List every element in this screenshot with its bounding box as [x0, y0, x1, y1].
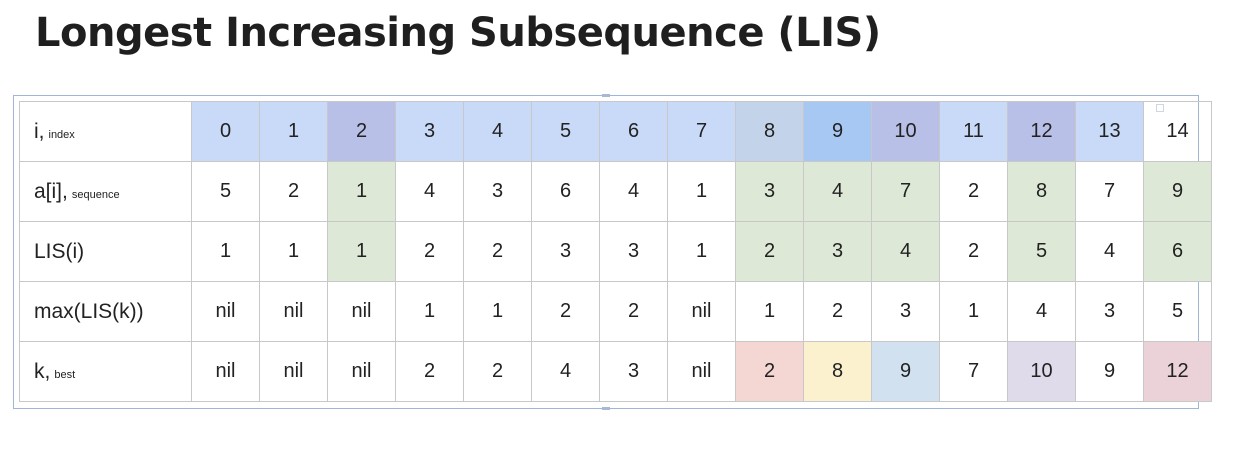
row-label-sequence: a[i], sequence: [19, 161, 192, 222]
best-cell: nil: [667, 341, 736, 402]
best-cell: 8: [803, 341, 872, 402]
maxlis-cell: 2: [531, 281, 600, 342]
index-cell: 4: [463, 101, 532, 162]
sequence-cell: 4: [803, 161, 872, 222]
sequence-cell: 7: [1075, 161, 1144, 222]
row-label-sub: best: [54, 368, 76, 381]
index-cell: 10: [871, 101, 940, 162]
maxlis-cell: 1: [395, 281, 464, 342]
maxlis-cell: 4: [1007, 281, 1076, 342]
index-cell: 13: [1075, 101, 1144, 162]
lis-cell: 1: [667, 221, 736, 282]
sequence-cell: 1: [667, 161, 736, 222]
resize-handle-bottom[interactable]: [602, 407, 610, 410]
table-row: a[i], sequence 5 2 1 4 3 6 4 1 3 4 7 2 8 …: [19, 161, 1212, 222]
maxlis-cell: nil: [327, 281, 396, 342]
best-cell: 2: [463, 341, 532, 402]
best-cell: 2: [395, 341, 464, 402]
row-label-lis: LIS(i): [19, 221, 192, 282]
best-cell: 10: [1007, 341, 1076, 402]
maxlis-cell: 3: [1075, 281, 1144, 342]
lis-cell: 3: [599, 221, 668, 282]
best-cell: nil: [327, 341, 396, 402]
maxlis-cell: 2: [803, 281, 872, 342]
lis-cell: 2: [395, 221, 464, 282]
lis-cell: 3: [803, 221, 872, 282]
sequence-cell: 6: [531, 161, 600, 222]
index-cell: 3: [395, 101, 464, 162]
lis-cell: 2: [463, 221, 532, 282]
table-row: LIS(i) 1 1 1 2 2 3 3 1 2 3 4 2 5 4 6: [19, 221, 1212, 282]
index-cell: 2: [327, 101, 396, 162]
maxlis-cell: nil: [667, 281, 736, 342]
row-label-text: k,: [34, 359, 51, 383]
sequence-cell: 3: [463, 161, 532, 222]
table-row: i, index 0 1 2 3 4 5 6 7 8 9 10 11 12 13 …: [19, 101, 1212, 162]
maxlis-cell: 1: [735, 281, 804, 342]
lis-cell: 2: [939, 221, 1008, 282]
row-label-text: a[i],: [34, 179, 68, 203]
sequence-cell: 2: [259, 161, 328, 222]
index-cell: 12: [1007, 101, 1076, 162]
sequence-cell: 3: [735, 161, 804, 222]
best-cell: 2: [735, 341, 804, 402]
table-row: k, best nil nil nil 2 2 4 3 nil 2 8 9 7 1…: [19, 341, 1212, 402]
sequence-cell: 8: [1007, 161, 1076, 222]
best-cell: nil: [191, 341, 260, 402]
sequence-cell: 2: [939, 161, 1008, 222]
best-cell: 3: [599, 341, 668, 402]
row-label-index: i, index: [19, 101, 192, 162]
lis-cell: 1: [327, 221, 396, 282]
index-cell: 6: [599, 101, 668, 162]
lis-table: i, index 0 1 2 3 4 5 6 7 8 9 10 11 12 13 …: [19, 101, 1212, 402]
best-cell: 7: [939, 341, 1008, 402]
index-cell: 1: [259, 101, 328, 162]
lis-cell: 3: [531, 221, 600, 282]
maxlis-cell: 2: [599, 281, 668, 342]
lis-cell: 2: [735, 221, 804, 282]
lis-cell: 4: [1075, 221, 1144, 282]
row-label-text: i,: [34, 119, 45, 143]
best-cell: 12: [1143, 341, 1212, 402]
sequence-cell: 7: [871, 161, 940, 222]
best-cell: 9: [1075, 341, 1144, 402]
row-label-sub: sequence: [71, 188, 120, 201]
row-label-sub: index: [48, 128, 75, 141]
row-label-text: max(LIS(k)): [34, 299, 144, 323]
maxlis-cell: 3: [871, 281, 940, 342]
best-cell: 4: [531, 341, 600, 402]
best-cell: 9: [871, 341, 940, 402]
maxlis-cell: nil: [259, 281, 328, 342]
table-row: max(LIS(k)) nil nil nil 1 1 2 2 nil 1 2 …: [19, 281, 1212, 342]
maxlis-cell: 1: [463, 281, 532, 342]
index-cell: 5: [531, 101, 600, 162]
page-title: Longest Increasing Subsequence (LIS): [35, 10, 881, 56]
lis-cell: 5: [1007, 221, 1076, 282]
resize-handle-top[interactable]: [602, 94, 610, 97]
sequence-cell: 5: [191, 161, 260, 222]
index-cell: 14: [1143, 101, 1212, 162]
sequence-cell: 9: [1143, 161, 1212, 222]
sequence-cell: 4: [599, 161, 668, 222]
index-cell: 0: [191, 101, 260, 162]
maxlis-cell: 5: [1143, 281, 1212, 342]
index-cell: 8: [735, 101, 804, 162]
index-cell: 7: [667, 101, 736, 162]
maxlis-cell: 1: [939, 281, 1008, 342]
lis-cell: 1: [259, 221, 328, 282]
best-cell: nil: [259, 341, 328, 402]
row-label-text: LIS(i): [34, 239, 85, 263]
index-cell: 9: [803, 101, 872, 162]
index-cell: 11: [939, 101, 1008, 162]
lis-cell: 4: [871, 221, 940, 282]
sequence-cell: 1: [327, 161, 396, 222]
row-label-best: k, best: [19, 341, 192, 402]
lis-cell: 6: [1143, 221, 1212, 282]
lis-cell: 1: [191, 221, 260, 282]
sequence-cell: 4: [395, 161, 464, 222]
row-label-maxlis: max(LIS(k)): [19, 281, 192, 342]
maxlis-cell: nil: [191, 281, 260, 342]
